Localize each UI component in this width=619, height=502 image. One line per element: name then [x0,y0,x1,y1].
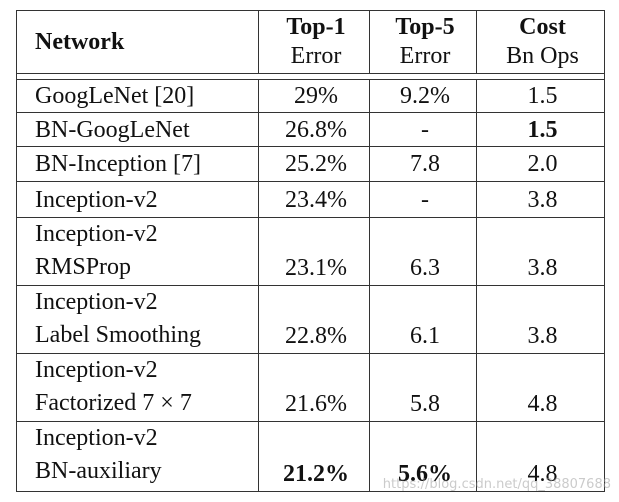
row: Inception-v2 BN-auxiliary 21.2% 5.6% 4.8 [16,421,605,492]
header-cell: Network [16,10,259,74]
cell: GoogLeNet [20] [16,79,259,113]
cell: 7.8 [369,146,477,182]
results-table: Network Top-1 Error Top-5 Error Cost Bn Ops… [16,10,605,492]
header-line: Cost [519,14,566,40]
line: Label Smoothing [35,322,201,348]
row: Inception-v2 Factorized 7 × 7 21.6% 5.8 4… [16,353,605,422]
line: Inception-v2 [35,357,158,383]
header-cell: Cost Bn Ops [476,10,605,74]
line: Inception-v2 [35,289,158,315]
cell: 1.5 [476,112,605,147]
cell: 2.0 [476,146,605,182]
line: BN-auxiliary [35,458,162,484]
cell: 1.5 [476,79,605,113]
header-cell: Top-1 Error [258,10,370,74]
cell: 22.8% [258,285,370,354]
row: GoogLeNet [20] 29% 9.2% 1.5 [16,79,605,113]
header-line: Error [399,43,451,69]
cell: 5.8 [369,353,477,422]
header-line: Top-5 [395,14,455,40]
cell: 3.8 [476,285,605,354]
cell: Inception-v2 Label Smoothing [16,285,259,354]
cell: Inception-v2 [16,181,259,218]
row: BN-GoogLeNet 26.8% - 1.5 [16,112,605,147]
cell: 25.2% [258,146,370,182]
cell: BN-Inception [7] [16,146,259,182]
cell: 21.2% [258,421,370,492]
header-line: Top-1 [286,14,346,40]
cell: 3.8 [476,217,605,286]
cell: 6.1 [369,285,477,354]
cell: 23.1% [258,217,370,286]
line: Factorized 7 × 7 [35,390,192,416]
line: Inception-v2 [35,221,158,247]
cell: Inception-v2 Factorized 7 × 7 [16,353,259,422]
row: Inception-v2 23.4% - 3.8 [16,181,605,218]
cell: 3.8 [476,181,605,218]
cell: 9.2% [369,79,477,113]
cell: - [369,181,477,218]
row: Inception-v2 Label Smoothing 22.8% 6.1 3.… [16,285,605,354]
row: Inception-v2 RMSProp 23.1% 6.3 3.8 [16,217,605,286]
cell: 4.8 [476,353,605,422]
cell: 26.8% [258,112,370,147]
cell: Inception-v2 RMSProp [16,217,259,286]
cell: 23.4% [258,181,370,218]
line: RMSProp [35,254,132,280]
watermark: https://blog.csdn.net/qq_38807688 [382,477,611,492]
header-line: Error [290,43,342,69]
cell: BN-GoogLeNet [16,112,259,147]
row: BN-Inception [7] 25.2% 7.8 2.0 [16,146,605,182]
header-row: Network Top-1 Error Top-5 Error Cost Bn Ops [16,10,605,74]
cell: - [369,112,477,147]
cell: 21.6% [258,353,370,422]
header-line: Bn Ops [506,43,579,69]
line: Inception-v2 [35,425,158,451]
cell: 5.6% [369,421,477,492]
header-cell: Top-5 Error [369,10,477,74]
cell: 29% [258,79,370,113]
cell: 6.3 [369,217,477,286]
cell: Inception-v2 BN-auxiliary [16,421,259,492]
cell: 4.8 [476,421,605,492]
